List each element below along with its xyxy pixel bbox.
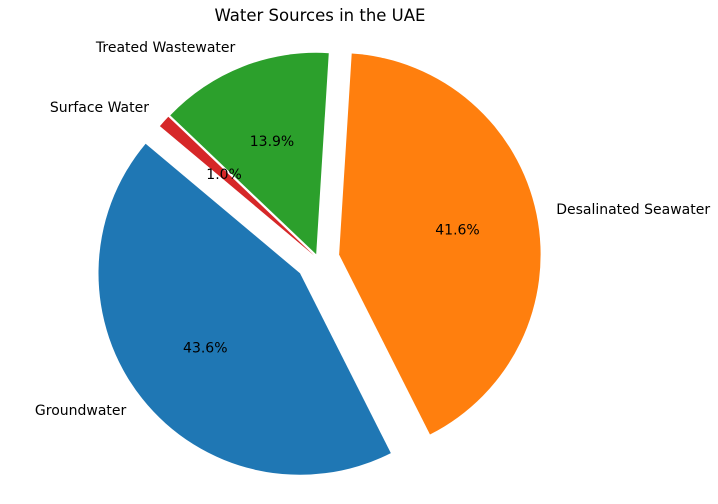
category-label-treated-wastewater: Treated Wastewater [95, 40, 236, 56]
pct-label-desalinated-seawater: 41.6% [435, 222, 479, 238]
pie-slices [98, 52, 541, 475]
pie-labels: 43.6% Groundwater 41.6% Desalinated Seawate… [35, 40, 710, 419]
pct-label-groundwater: 43.6% [183, 340, 227, 356]
category-label-groundwater: Groundwater [35, 403, 127, 419]
pie-slice-surface-water [159, 116, 315, 256]
pct-label-treated-wastewater: 13.9% [250, 134, 294, 150]
pie-slice-desalinated-seawater [339, 53, 541, 435]
pct-label-surface-water: 1.0% [206, 167, 242, 183]
pie-slice-treated-wastewater [170, 52, 329, 255]
category-label-desalinated-seawater: Desalinated Seawater [556, 202, 710, 218]
chart-title: Water Sources in the UAE [215, 6, 426, 25]
category-label-surface-water: Surface Water [50, 100, 149, 116]
pie-slice-groundwater [98, 143, 391, 475]
